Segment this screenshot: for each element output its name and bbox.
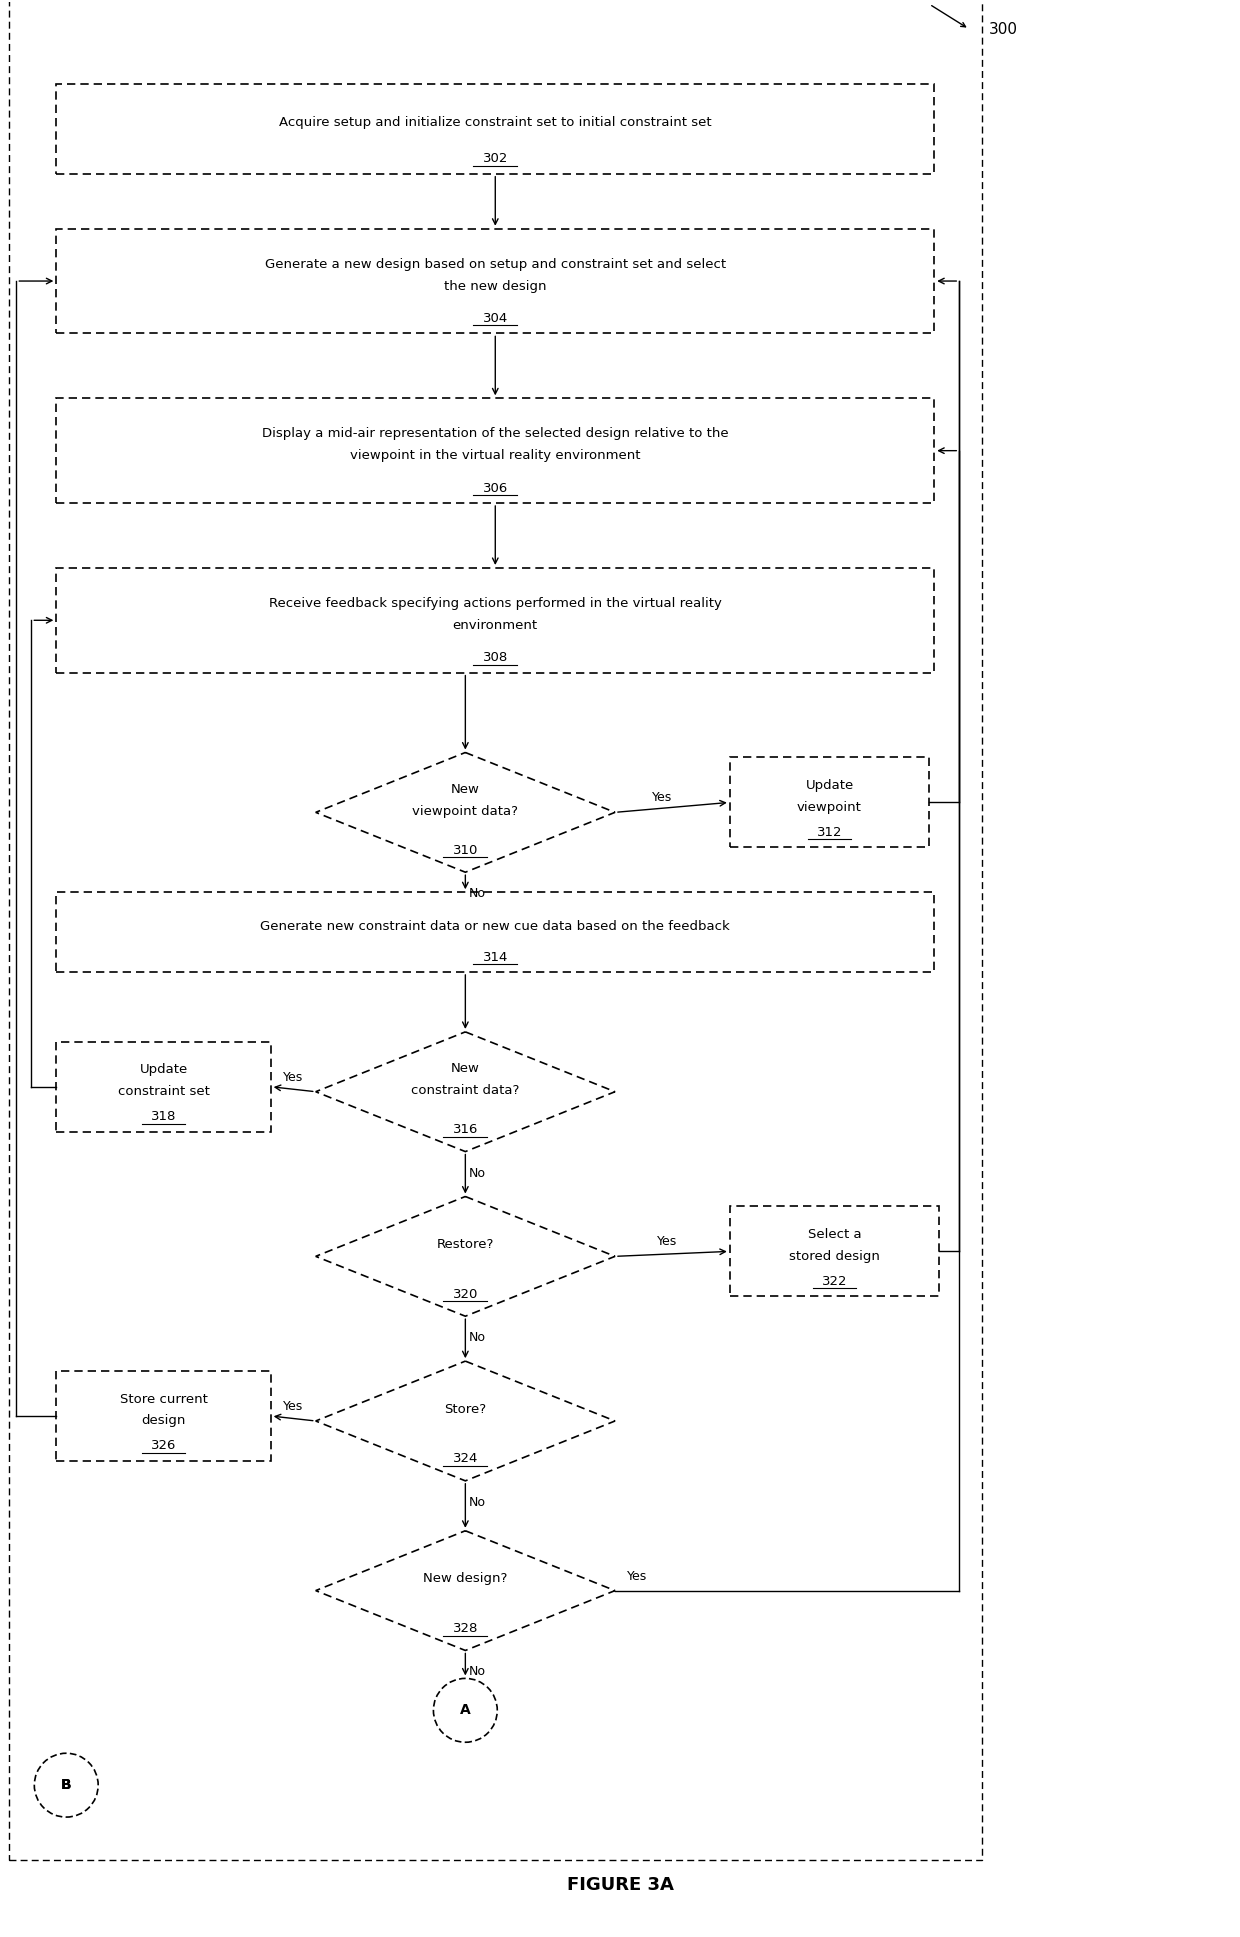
FancyBboxPatch shape <box>730 757 929 846</box>
Text: 322: 322 <box>822 1275 847 1288</box>
Text: Acquire setup and initialize constraint set to initial constraint set: Acquire setup and initialize constraint … <box>279 116 712 130</box>
Text: 302: 302 <box>482 153 508 165</box>
Text: design: design <box>141 1414 186 1428</box>
Text: environment: environment <box>453 618 538 631</box>
Text: Yes: Yes <box>657 1236 677 1247</box>
Text: stored design: stored design <box>789 1249 880 1263</box>
Text: constraint data?: constraint data? <box>412 1085 520 1096</box>
Text: 318: 318 <box>151 1110 176 1123</box>
FancyBboxPatch shape <box>56 568 934 672</box>
Text: New: New <box>451 1061 480 1075</box>
Text: New: New <box>451 783 480 796</box>
Text: constraint set: constraint set <box>118 1085 210 1098</box>
Polygon shape <box>316 1197 615 1317</box>
Text: No: No <box>469 1666 486 1679</box>
FancyBboxPatch shape <box>56 229 934 333</box>
Text: the new design: the new design <box>444 279 547 292</box>
Text: 304: 304 <box>482 312 508 325</box>
FancyBboxPatch shape <box>56 893 934 972</box>
FancyBboxPatch shape <box>56 83 934 174</box>
Circle shape <box>35 1753 98 1817</box>
Text: Yes: Yes <box>652 792 672 804</box>
Circle shape <box>434 1677 497 1741</box>
Text: Select a: Select a <box>807 1228 862 1242</box>
Text: 306: 306 <box>482 482 508 494</box>
Text: Store?: Store? <box>444 1402 486 1416</box>
Text: No: No <box>469 1495 486 1509</box>
Text: 308: 308 <box>482 651 508 664</box>
Text: Restore?: Restore? <box>436 1238 494 1251</box>
Text: 328: 328 <box>453 1621 479 1635</box>
Text: B: B <box>61 1778 72 1792</box>
Text: A: A <box>460 1703 471 1718</box>
Text: No: No <box>469 1331 486 1344</box>
Text: 312: 312 <box>817 825 842 839</box>
Text: viewpoint data?: viewpoint data? <box>413 806 518 817</box>
Text: B: B <box>61 1778 72 1792</box>
Polygon shape <box>316 752 615 872</box>
Text: Yes: Yes <box>627 1569 647 1583</box>
Text: FIGURE 3A: FIGURE 3A <box>567 1875 673 1894</box>
FancyBboxPatch shape <box>56 1371 270 1460</box>
Text: 324: 324 <box>453 1453 479 1466</box>
Text: 316: 316 <box>453 1123 479 1137</box>
Text: viewpoint in the virtual reality environment: viewpoint in the virtual reality environ… <box>350 449 641 463</box>
Text: 314: 314 <box>482 951 508 963</box>
Text: 326: 326 <box>151 1439 176 1453</box>
FancyBboxPatch shape <box>56 399 934 504</box>
Text: Receive feedback specifying actions performed in the virtual reality: Receive feedback specifying actions perf… <box>269 597 722 610</box>
Text: viewpoint: viewpoint <box>797 800 862 814</box>
Text: Update: Update <box>806 779 853 792</box>
FancyBboxPatch shape <box>56 1042 270 1131</box>
Text: No: No <box>469 887 486 901</box>
Polygon shape <box>316 1362 615 1482</box>
FancyBboxPatch shape <box>730 1207 939 1296</box>
Text: Generate new constraint data or new cue data based on the feedback: Generate new constraint data or new cue … <box>260 920 730 932</box>
Text: 310: 310 <box>453 845 479 856</box>
Text: Generate a new design based on setup and constraint set and select: Generate a new design based on setup and… <box>264 258 725 271</box>
Text: Display a mid-air representation of the selected design relative to the: Display a mid-air representation of the … <box>262 428 729 440</box>
Polygon shape <box>316 1032 615 1153</box>
Text: New design?: New design? <box>423 1573 507 1584</box>
Text: No: No <box>469 1166 486 1180</box>
Text: 300: 300 <box>990 21 1018 37</box>
Text: Yes: Yes <box>283 1071 304 1083</box>
Text: Store current: Store current <box>119 1393 207 1406</box>
Text: Yes: Yes <box>283 1400 304 1412</box>
Polygon shape <box>316 1530 615 1650</box>
Text: Update: Update <box>139 1063 187 1077</box>
Text: 320: 320 <box>453 1288 479 1302</box>
